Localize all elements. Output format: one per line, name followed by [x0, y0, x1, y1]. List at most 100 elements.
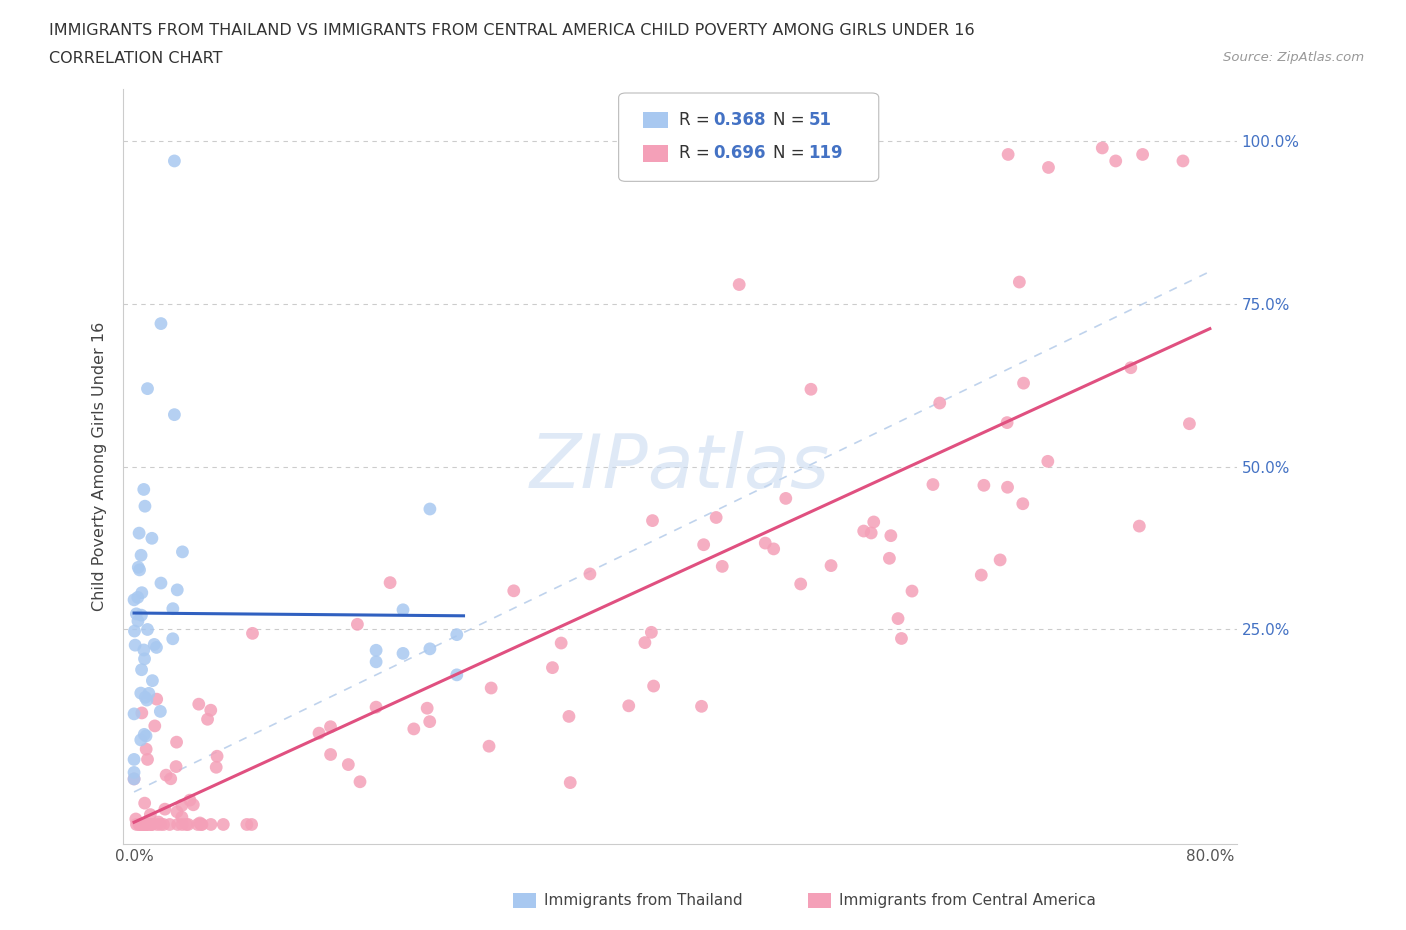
Point [1119, 360, 1142, 375]
Point [634, 635, 657, 650]
Point [560, 776, 582, 790]
Point [136, 752, 159, 767]
Point [128, 817, 150, 832]
Point [165, 759, 187, 774]
Point [166, 582, 188, 597]
Point [479, 681, 502, 696]
Point [997, 480, 1019, 495]
Point [200, 817, 222, 832]
Point [149, 576, 172, 591]
Point [145, 692, 167, 707]
Point [754, 536, 776, 551]
Point [127, 560, 149, 575]
Point [122, 592, 145, 607]
Point [166, 817, 188, 832]
Point [640, 625, 662, 640]
Point [191, 817, 214, 832]
Point [887, 611, 910, 626]
Point [762, 541, 785, 556]
Point [141, 817, 163, 832]
Point [1036, 454, 1059, 469]
Point [131, 706, 153, 721]
Point [1011, 497, 1033, 512]
Point [129, 548, 152, 563]
Point [890, 631, 912, 646]
Point [212, 817, 235, 832]
Point [136, 817, 159, 832]
Point [159, 771, 181, 786]
Point [128, 525, 150, 540]
Point [122, 772, 145, 787]
Point [416, 701, 439, 716]
Point [141, 531, 163, 546]
Point [478, 738, 501, 753]
Point [502, 583, 524, 598]
Text: CORRELATION CHART: CORRELATION CHART [49, 51, 222, 66]
Point [149, 817, 172, 832]
Text: R =: R = [679, 111, 716, 129]
Point [419, 714, 441, 729]
Point [242, 626, 264, 641]
Text: 119: 119 [808, 144, 844, 163]
Point [127, 590, 149, 604]
Point [125, 812, 148, 827]
Point [174, 817, 197, 832]
Point [541, 660, 564, 675]
Point [200, 703, 222, 718]
Point [132, 643, 155, 658]
Point [236, 817, 259, 832]
Point [163, 407, 186, 422]
Point [928, 395, 950, 410]
Point [134, 690, 156, 705]
Point [122, 707, 145, 722]
Point [135, 742, 157, 757]
Point [1091, 140, 1114, 155]
Point [131, 607, 153, 622]
Point [879, 551, 901, 565]
Point [922, 477, 945, 492]
Point [135, 817, 157, 832]
Point [446, 668, 468, 683]
Point [129, 817, 152, 832]
Point [820, 558, 842, 573]
Point [197, 711, 219, 726]
Point [143, 719, 166, 734]
Text: R =: R = [679, 144, 716, 163]
Point [1178, 417, 1201, 432]
Point [172, 817, 194, 832]
Point [134, 727, 156, 742]
Point [139, 807, 162, 822]
Text: 51: 51 [808, 111, 831, 129]
Point [134, 498, 156, 513]
Point [860, 525, 883, 540]
Point [122, 752, 145, 767]
Point [392, 646, 415, 661]
Point [139, 817, 162, 832]
Point [135, 728, 157, 743]
Point [155, 768, 177, 783]
Point [136, 622, 159, 637]
Point [125, 606, 148, 621]
Point [122, 772, 145, 787]
Point [419, 642, 441, 657]
Point [162, 631, 184, 646]
Point [862, 514, 884, 529]
Point [179, 792, 201, 807]
Point [579, 566, 602, 581]
Point [692, 538, 714, 552]
Point [308, 725, 330, 740]
Point [641, 513, 664, 528]
Point [366, 643, 388, 658]
Point [135, 817, 157, 832]
Point [129, 685, 152, 700]
Point [728, 277, 751, 292]
Point [205, 760, 228, 775]
Point [364, 699, 387, 714]
Point [163, 153, 186, 168]
Point [190, 817, 212, 832]
Point [122, 765, 145, 780]
Point [558, 709, 581, 724]
Text: ZIPatlas: ZIPatlas [530, 431, 830, 503]
Point [145, 640, 167, 655]
Point [690, 698, 713, 713]
